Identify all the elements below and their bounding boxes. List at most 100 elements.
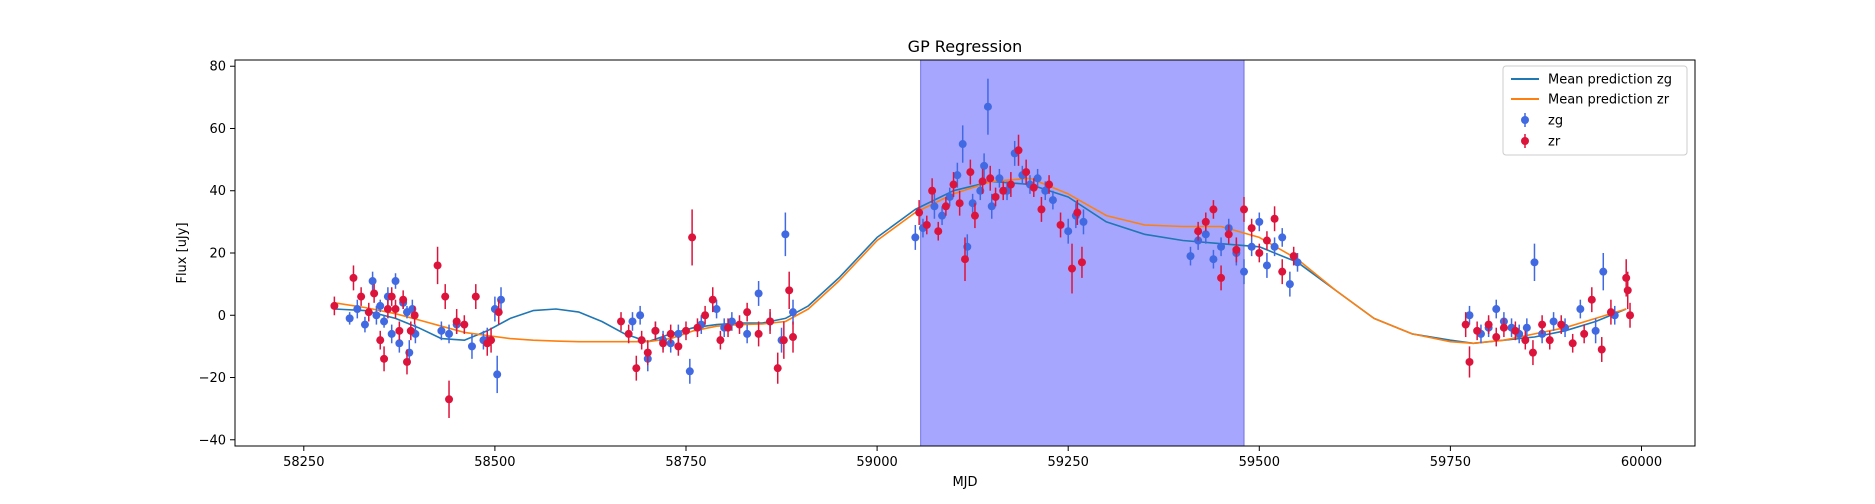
- marker: [349, 273, 358, 282]
- data-point-zr: [1255, 243, 1264, 263]
- marker: [471, 292, 480, 301]
- data-point-zr: [1022, 159, 1031, 185]
- data-point-zg: [1465, 305, 1474, 325]
- marker: [636, 311, 645, 320]
- data-point-zg: [1522, 318, 1531, 338]
- data-point-zr: [754, 321, 763, 347]
- data-point-zg: [1262, 253, 1271, 278]
- data-point-zr: [617, 312, 626, 331]
- x-axis-label: MJD: [952, 475, 977, 490]
- data-point-zr: [1545, 330, 1554, 350]
- data-point-zr: [949, 172, 958, 197]
- data-point-zg: [1033, 168, 1042, 188]
- marker: [1247, 242, 1256, 251]
- data-point-zr: [445, 380, 454, 418]
- data-point-zr: [1606, 299, 1615, 325]
- y-tick-label: 0: [218, 309, 226, 324]
- marker: [928, 186, 937, 195]
- marker: [360, 320, 369, 329]
- marker: [391, 305, 400, 314]
- data-point-zr: [637, 330, 646, 350]
- marker: [1048, 196, 1057, 205]
- marker: [693, 323, 702, 332]
- marker: [727, 317, 736, 326]
- data-point-zr: [659, 333, 668, 353]
- data-point-zg: [628, 312, 637, 331]
- data-point-zr: [773, 352, 782, 384]
- marker: [915, 208, 924, 217]
- legend: Mean prediction zg Mean prediction zr zg…: [1502, 65, 1688, 156]
- marker: [1568, 339, 1577, 348]
- marker: [958, 140, 967, 149]
- data-point-zr: [789, 321, 798, 353]
- marker: [1029, 183, 1038, 192]
- marker: [970, 211, 979, 220]
- data-point-zg: [1270, 237, 1279, 257]
- data-point-zr: [1240, 196, 1249, 222]
- data-point-zr: [1262, 231, 1271, 250]
- marker: [383, 305, 392, 314]
- marker: [445, 329, 454, 338]
- marker: [1484, 320, 1493, 329]
- data-point-zr: [1538, 315, 1547, 334]
- data-point-zr: [349, 265, 358, 291]
- data-point-zr: [370, 284, 379, 303]
- marker: [674, 342, 683, 351]
- data-point-zr: [1194, 221, 1203, 241]
- marker: [1033, 174, 1042, 183]
- data-point-zr: [395, 321, 404, 341]
- data-point-zr: [708, 287, 717, 313]
- data-point-zr: [1597, 337, 1606, 362]
- data-point-zr: [1068, 243, 1077, 294]
- marker: [399, 295, 408, 304]
- data-point-zr: [643, 340, 652, 366]
- data-point-zg: [1492, 299, 1501, 319]
- data-point-zg: [1240, 259, 1249, 285]
- marker: [441, 292, 450, 301]
- y-tick-label: 40: [209, 184, 226, 199]
- data-point-zr: [928, 178, 937, 204]
- marker: [1064, 227, 1073, 236]
- marker: [437, 326, 446, 335]
- marker: [391, 277, 400, 286]
- data-point-zr: [724, 318, 733, 338]
- x-tick-label: 58750: [665, 455, 706, 470]
- marker: [1591, 326, 1600, 335]
- data-point-zr: [681, 321, 690, 341]
- marker: [494, 308, 503, 317]
- data-point-zr: [494, 299, 503, 325]
- data-point-zg: [1255, 212, 1264, 232]
- marker: [1224, 230, 1233, 239]
- marker: [983, 102, 992, 111]
- data-point-zr: [1492, 327, 1501, 347]
- data-point-zg: [445, 324, 454, 344]
- data-point-zg: [911, 224, 920, 250]
- marker: [1255, 249, 1264, 257]
- data-point-zr: [1465, 346, 1474, 378]
- x-tick-label: 58500: [474, 455, 515, 470]
- marker: [1209, 205, 1218, 214]
- data-point-zg: [1217, 237, 1226, 257]
- data-point-zr: [433, 246, 442, 285]
- marker: [766, 317, 775, 326]
- marker: [930, 202, 939, 211]
- marker: [1549, 317, 1558, 326]
- data-point-zr: [991, 187, 1000, 207]
- data-point-zg: [754, 281, 763, 306]
- data-point-zr: [1270, 206, 1279, 232]
- data-point-zg: [636, 305, 645, 325]
- marker: [1077, 258, 1086, 267]
- marker: [445, 395, 454, 404]
- data-point-zg: [743, 324, 752, 344]
- marker: [955, 199, 964, 208]
- data-point-zr: [651, 321, 660, 341]
- marker: [460, 320, 469, 329]
- marker: [1473, 326, 1482, 335]
- marker: [735, 320, 744, 329]
- marker: [1289, 252, 1298, 261]
- y-axis-label: Flux [uJy]: [175, 222, 190, 283]
- marker: [1262, 236, 1271, 245]
- marker: [376, 336, 385, 345]
- data-point-zr: [1014, 134, 1023, 166]
